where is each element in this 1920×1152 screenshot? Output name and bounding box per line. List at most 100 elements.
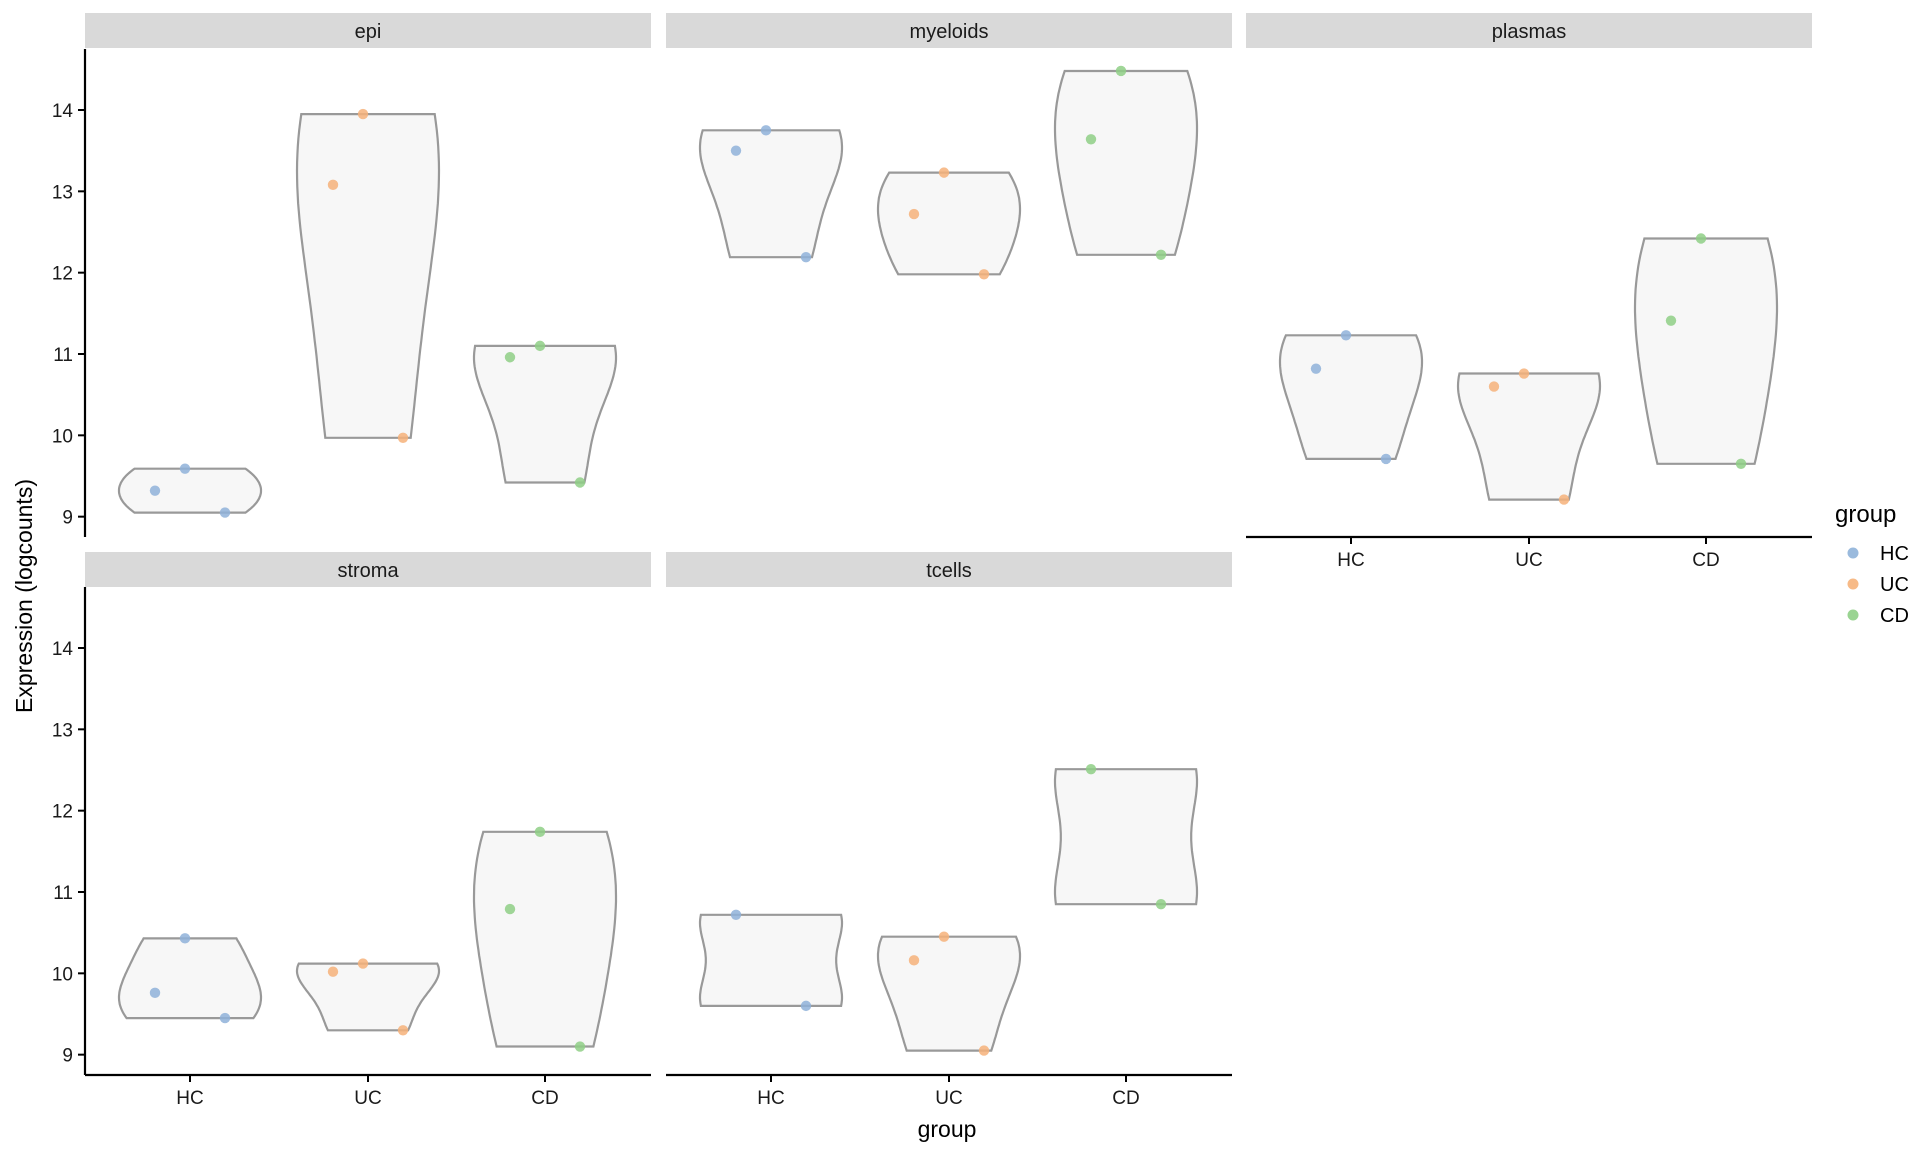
strip-label-epi: epi <box>355 21 382 43</box>
violin-epi-HC <box>117 467 263 514</box>
violin-tcells-CD <box>1053 768 1199 906</box>
x-tick-label: CD <box>531 1088 558 1109</box>
violin-stroma-HC <box>117 937 263 1020</box>
point-epi-HC-1 <box>219 507 231 518</box>
point-epi-UC-1 <box>397 432 409 443</box>
point-epi-UC-0 <box>327 179 339 191</box>
y-tick-label: 9 <box>62 508 73 529</box>
panels-layer: epi myeloids plasmas stroma tcells <box>85 13 1812 1056</box>
y-tick-label: 13 <box>52 182 73 203</box>
point-epi-CD-0 <box>504 352 516 363</box>
y-tick-label: 12 <box>52 264 73 285</box>
point-stroma-HC-1 <box>219 1012 231 1024</box>
point-plasmas-CD-0 <box>1665 315 1677 326</box>
legend-entries: HC UC CD <box>1847 543 1909 627</box>
point-stroma-UC-0 <box>327 966 339 977</box>
y-tick-label: 10 <box>52 426 73 447</box>
point-tcells-UC-2 <box>938 931 950 942</box>
legend-key-UC <box>1847 578 1859 590</box>
y-tick-label: 13 <box>52 720 73 741</box>
x-tick-label: UC <box>935 1088 962 1109</box>
y-tick-label: 9 <box>62 1046 73 1067</box>
point-myeloids-HC-0 <box>730 145 742 156</box>
strip-tcells <box>666 552 1232 587</box>
panel-plasmas: plasmas <box>1246 13 1812 505</box>
strip-label-plasmas: plasmas <box>1492 21 1566 43</box>
point-epi-UC-2 <box>357 108 369 120</box>
violin-myeloids-CD <box>1053 69 1199 256</box>
y-tick-label: 11 <box>53 345 73 366</box>
x-tick-label: HC <box>176 1088 203 1109</box>
point-tcells-HC-0 <box>730 909 742 920</box>
point-myeloids-CD-2 <box>1115 65 1127 77</box>
point-tcells-UC-1 <box>978 1045 990 1056</box>
point-epi-HC-2 <box>179 463 191 474</box>
violin-stroma-UC <box>295 962 441 1032</box>
point-stroma-HC-0 <box>149 987 161 999</box>
panel-epi: epi <box>85 13 651 518</box>
x-axis-title: group <box>918 1116 977 1142</box>
strip-stroma <box>85 552 651 587</box>
violin-stroma-CD <box>472 830 618 1048</box>
panel-stroma: stroma <box>85 552 651 1052</box>
point-tcells-UC-0 <box>908 955 920 966</box>
panel-tcells: tcells <box>666 552 1232 1056</box>
legend-label-HC: HC <box>1880 543 1909 565</box>
violin-tcells-HC <box>698 913 844 1007</box>
strip-plasmas <box>1246 13 1812 48</box>
point-plasmas-UC-0 <box>1488 381 1500 392</box>
point-stroma-UC-1 <box>397 1025 409 1036</box>
point-myeloids-HC-2 <box>760 125 772 136</box>
point-myeloids-CD-1 <box>1155 249 1167 260</box>
point-epi-CD-1 <box>574 477 586 488</box>
x-tick-label: HC <box>757 1088 784 1109</box>
strip-epi <box>85 13 651 48</box>
point-plasmas-CD-2 <box>1695 233 1707 244</box>
point-tcells-HC-1 <box>800 1000 812 1012</box>
legend-key-CD <box>1847 609 1859 621</box>
point-myeloids-UC-1 <box>978 269 990 280</box>
legend: group HC UC CD <box>1835 501 1909 627</box>
strip-label-myeloids: myeloids <box>910 21 989 43</box>
y-axis-title: Expression (logcounts) <box>11 479 37 713</box>
point-myeloids-UC-2 <box>938 167 950 178</box>
panel-myeloids: myeloids <box>666 13 1232 280</box>
strip-myeloids <box>666 13 1232 48</box>
violin-epi-UC <box>295 113 441 439</box>
y-tick-label: 14 <box>52 101 74 122</box>
violin-plasmas-UC <box>1456 372 1602 501</box>
x-tick-label: UC <box>354 1088 381 1109</box>
legend-title: group <box>1835 501 1896 528</box>
y-tick-label: 11 <box>53 883 73 904</box>
point-stroma-CD-1 <box>574 1041 586 1052</box>
point-plasmas-CD-1 <box>1735 458 1747 469</box>
violin-tcells-UC <box>876 935 1022 1052</box>
y-tick-label: 10 <box>52 964 73 985</box>
point-plasmas-HC-1 <box>1380 453 1392 465</box>
strip-label-stroma: stroma <box>337 560 399 582</box>
y-tick-label: 12 <box>52 802 73 823</box>
legend-label-UC: UC <box>1880 574 1909 596</box>
point-stroma-HC-2 <box>179 933 191 944</box>
point-stroma-UC-2 <box>357 958 369 969</box>
violin-plasmas-HC <box>1278 334 1424 460</box>
point-tcells-CD-0 <box>1085 763 1097 775</box>
point-tcells-CD-1 <box>1155 899 1167 910</box>
violin-plasmas-CD <box>1633 237 1779 465</box>
violin-myeloids-UC <box>876 171 1022 276</box>
violin-epi-CD <box>472 344 618 484</box>
x-tick-label: CD <box>1112 1088 1139 1109</box>
point-plasmas-UC-1 <box>1558 494 1570 505</box>
x-tick-label: HC <box>1337 550 1364 571</box>
violin-myeloids-HC <box>698 129 844 259</box>
point-stroma-CD-0 <box>504 903 516 915</box>
x-tick-label: CD <box>1692 550 1719 571</box>
point-plasmas-HC-2 <box>1340 330 1352 341</box>
point-plasmas-HC-0 <box>1310 363 1322 374</box>
x-tick-label: UC <box>1515 550 1542 571</box>
point-plasmas-UC-2 <box>1518 368 1530 379</box>
point-epi-CD-2 <box>534 340 546 352</box>
strip-label-tcells: tcells <box>926 560 972 582</box>
legend-label-CD: CD <box>1880 605 1909 627</box>
